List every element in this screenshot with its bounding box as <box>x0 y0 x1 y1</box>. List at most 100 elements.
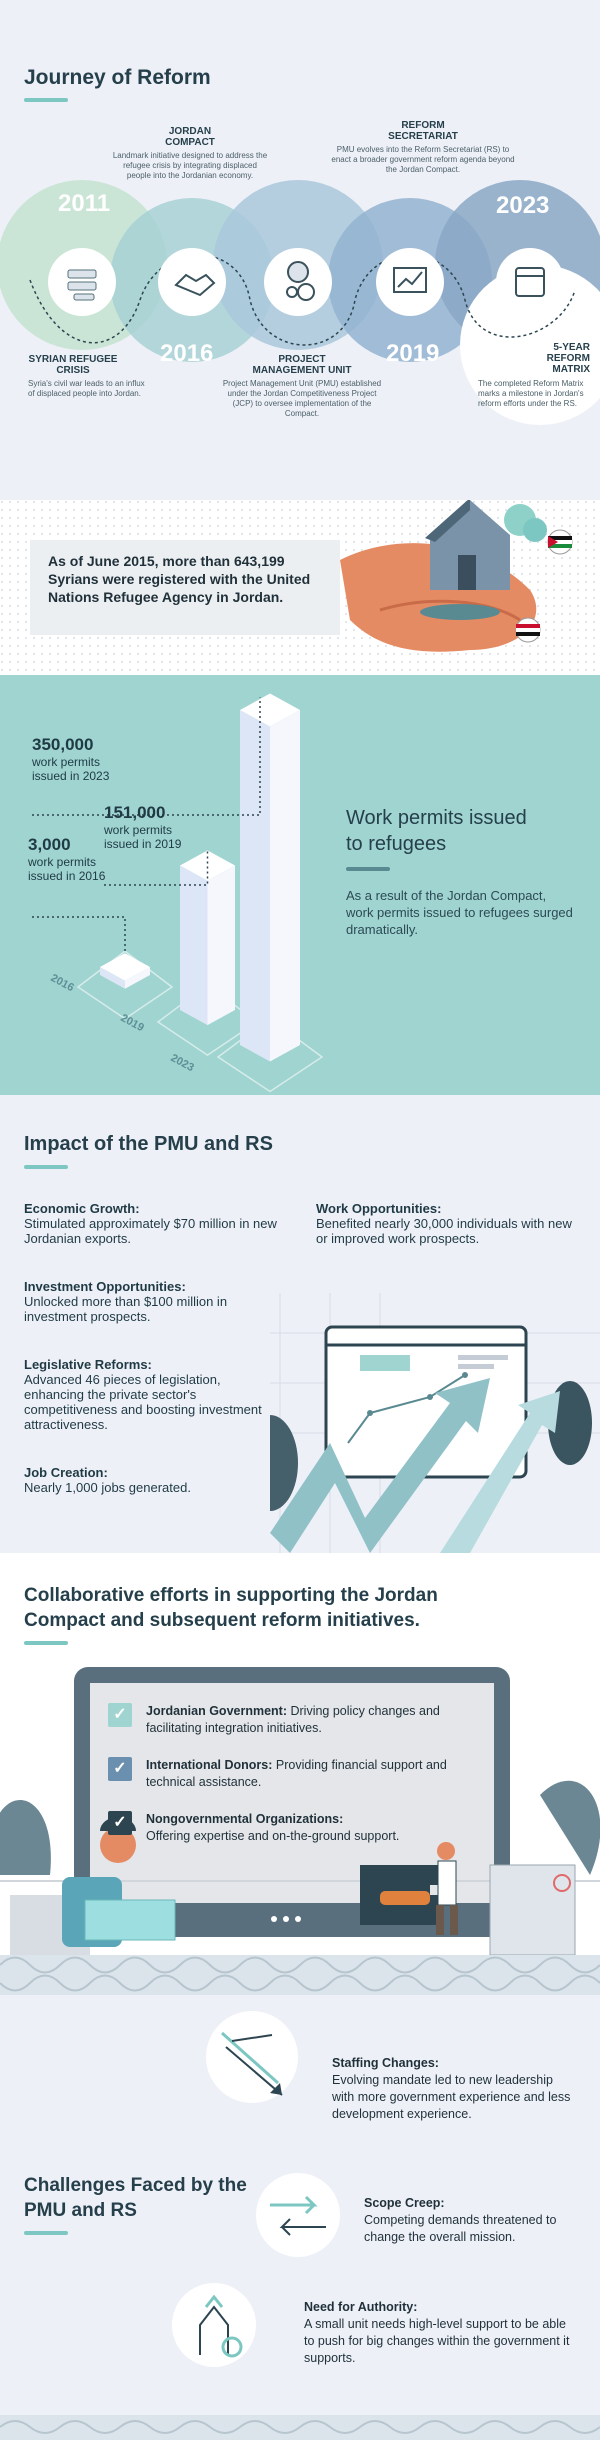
collab-title: Collaborative efforts in supporting the … <box>24 1585 438 1631</box>
journey-underline <box>24 98 68 102</box>
challenge-title: Scope Creep: <box>364 2196 445 2210</box>
collab-item-desc: Providing financial support and technica… <box>146 1758 447 1789</box>
impact-title: Impact of the PMU and RS <box>24 1133 273 1155</box>
bar-2016-front <box>100 967 125 989</box>
permit-label-2023: 350,000 work permits issued in 2023 <box>32 735 162 783</box>
challenge-icons <box>0 2011 600 2440</box>
impact-underline <box>24 1165 68 1169</box>
item-desc: Landmark initiative designed to address … <box>112 151 268 180</box>
permit-label-2016: 3,000 work permits issued in 2016 <box>28 835 138 883</box>
journey-wave <box>0 180 600 425</box>
collab-item-desc: Driving policy changes and facilitating … <box>146 1704 440 1735</box>
permit-value: 3,000 <box>28 835 71 854</box>
challenge-staffing: Staffing Changes: Evolving mandate led t… <box>332 2055 572 2123</box>
permits-underline <box>346 867 390 871</box>
item-reform-secretariat: REFORM SECRETARIAT PMU evolves into the … <box>328 120 518 175</box>
item-title: SYRIAN REFUGEE CRISIS <box>28 354 118 376</box>
challenges-section: Challenges Faced by the PMU and RS Staff… <box>0 1995 600 2440</box>
item-title: JORDAN COMPACT <box>165 126 215 148</box>
collab-section: Collaborative efforts in supporting the … <box>0 1553 600 1995</box>
refugee-section: As of June 2015, more than 643,199 Syria… <box>0 500 600 675</box>
impact-item-desc: Benefited nearly 30,000 individuals with… <box>316 1216 572 1246</box>
collab-underline <box>24 1641 68 1645</box>
year-2016: 2016 <box>160 340 214 367</box>
refugee-statement: As of June 2015, more than 643,199 Syria… <box>48 553 311 605</box>
impact-item-desc: Unlocked more than $100 million in inves… <box>24 1294 228 1324</box>
challenge-desc: A small unit needs high-level support to… <box>304 2317 570 2365</box>
item-desc: Syria's civil war leads to an influx of … <box>28 379 145 398</box>
permits-chart: 2016 2019 2023 <box>32 693 324 1093</box>
leader-line-2019 <box>104 850 209 886</box>
impact-investment: Investment Opportunities: Unlocked more … <box>24 1279 264 1324</box>
collab-illustration <box>0 1667 600 1995</box>
item-desc: Project Management Unit (PMU) establishe… <box>222 379 382 418</box>
collab-item-title: Jordanian Government: <box>146 1704 287 1718</box>
impact-economic: Economic Growth: Stimulated approximatel… <box>24 1201 284 1246</box>
item-title: PROJECT MANAGEMENT UNIT <box>252 354 352 376</box>
impact-legislative: Legislative Reforms: Advanced 46 pieces … <box>24 1357 264 1432</box>
challenge-desc: Competing demands threatened to change t… <box>364 2213 557 2244</box>
permit-text: work permits issued in 2023 <box>32 755 110 783</box>
leader-line-2016 <box>32 916 126 954</box>
impact-item-title: Investment Opportunities: <box>24 1279 186 1294</box>
item-reform-matrix: 5-YEAR REFORM MATRIX The completed Refor… <box>478 342 590 409</box>
item-title: 5-YEAR REFORM MATRIX <box>546 342 590 375</box>
permits-section: 2016 2019 2023 350,000 work permits issued… <box>0 675 600 1095</box>
impact-item-desc: Nearly 1,000 jobs generated. <box>24 1480 191 1495</box>
challenges-title: Challenges Faced by the PMU and RS <box>24 2175 247 2221</box>
challenge-title: Need for Authority: <box>304 2300 418 2314</box>
checkbox-icon: ✓ <box>108 1811 132 1835</box>
challenge-scope: Scope Creep: Competing demands threatene… <box>364 2195 584 2246</box>
collab-item-gov: ✓ Jordanian Government: Driving policy c… <box>108 1703 488 1737</box>
journey-section: Journey of Reform <box>0 0 600 500</box>
impact-item-title: Legislative Reforms: <box>24 1357 152 1372</box>
permits-desc: As a result of the Jordan Compact, work … <box>346 888 573 937</box>
category-label-2016: 2016 <box>49 972 76 994</box>
permit-value: 151,000 <box>104 803 166 822</box>
collab-item-title: Nongovernmental Organizations: <box>146 1812 344 1826</box>
challenge-desc: Evolving mandate led to new leadership w… <box>332 2073 571 2121</box>
impact-item-desc: Stimulated approximately $70 million in … <box>24 1216 277 1246</box>
permit-label-2019: 151,000 work permits issued in 2019 <box>104 803 214 851</box>
challenge-title: Staffing Changes: <box>332 2056 439 2070</box>
challenge-authority: Need for Authority: A small unit needs h… <box>304 2299 574 2367</box>
bar-2019-front <box>180 865 208 1026</box>
bar-2019-top <box>180 850 235 881</box>
item-desc: PMU evolves into the Reform Secretariat … <box>331 145 515 174</box>
item-pmu: PROJECT MANAGEMENT UNIT Project Manageme… <box>222 354 382 419</box>
permit-value: 350,000 <box>32 735 94 754</box>
growth-illustration <box>270 1293 600 1553</box>
impact-section: Impact of the PMU and RS Economic Growth… <box>0 1095 600 1553</box>
challenges-underline <box>24 2231 68 2235</box>
checkbox-icon: ✓ <box>108 1757 132 1781</box>
bar-2023-top <box>240 693 300 727</box>
item-jordan-compact: JORDAN COMPACT Landmark initiative desig… <box>110 126 270 181</box>
permit-text: work permits issued in 2016 <box>28 855 106 883</box>
category-label-2019: 2019 <box>119 1012 146 1034</box>
year-2011: 2011 <box>58 190 111 217</box>
item-title: REFORM SECRETARIAT <box>388 120 458 142</box>
bar-2023-side <box>270 710 300 1062</box>
permits-title: Work permits issued to refugees <box>346 807 527 855</box>
checkbox-icon: ✓ <box>108 1703 132 1727</box>
item-desc: The completed Reform Matrix marks a mile… <box>478 379 584 408</box>
impact-item-title: Work Opportunities: <box>316 1201 442 1216</box>
category-label-2023: 2023 <box>169 1052 196 1074</box>
hands-house-illustration <box>340 500 573 652</box>
journey-title: Journey of Reform <box>24 66 211 89</box>
bar-2016-side <box>125 967 150 989</box>
impact-work: Work Opportunities: Benefited nearly 30,… <box>316 1201 586 1246</box>
permit-text: work permits issued in 2019 <box>104 823 182 851</box>
bar-2019-side <box>207 865 235 1026</box>
leader-line-2023 <box>32 697 261 816</box>
collab-item-desc: Offering expertise and on-the-ground sup… <box>146 1829 400 1843</box>
item-syrian-crisis: SYRIAN REFUGEE CRISIS Syria's civil war … <box>28 354 148 399</box>
collab-list: ✓ Jordanian Government: Driving policy c… <box>108 1703 488 1845</box>
year-2019: 2019 <box>386 340 440 367</box>
year-2023: 2023 <box>496 192 550 219</box>
impact-jobs: Job Creation: Nearly 1,000 jobs generate… <box>24 1465 264 1495</box>
impact-item-title: Economic Growth: <box>24 1201 140 1216</box>
collab-item-donors: ✓ International Donors: Providing financ… <box>108 1757 488 1791</box>
collab-item-ngo: ✓ Nongovernmental Organizations: Offerin… <box>108 1811 488 1845</box>
bar-2023-front <box>240 710 270 1062</box>
